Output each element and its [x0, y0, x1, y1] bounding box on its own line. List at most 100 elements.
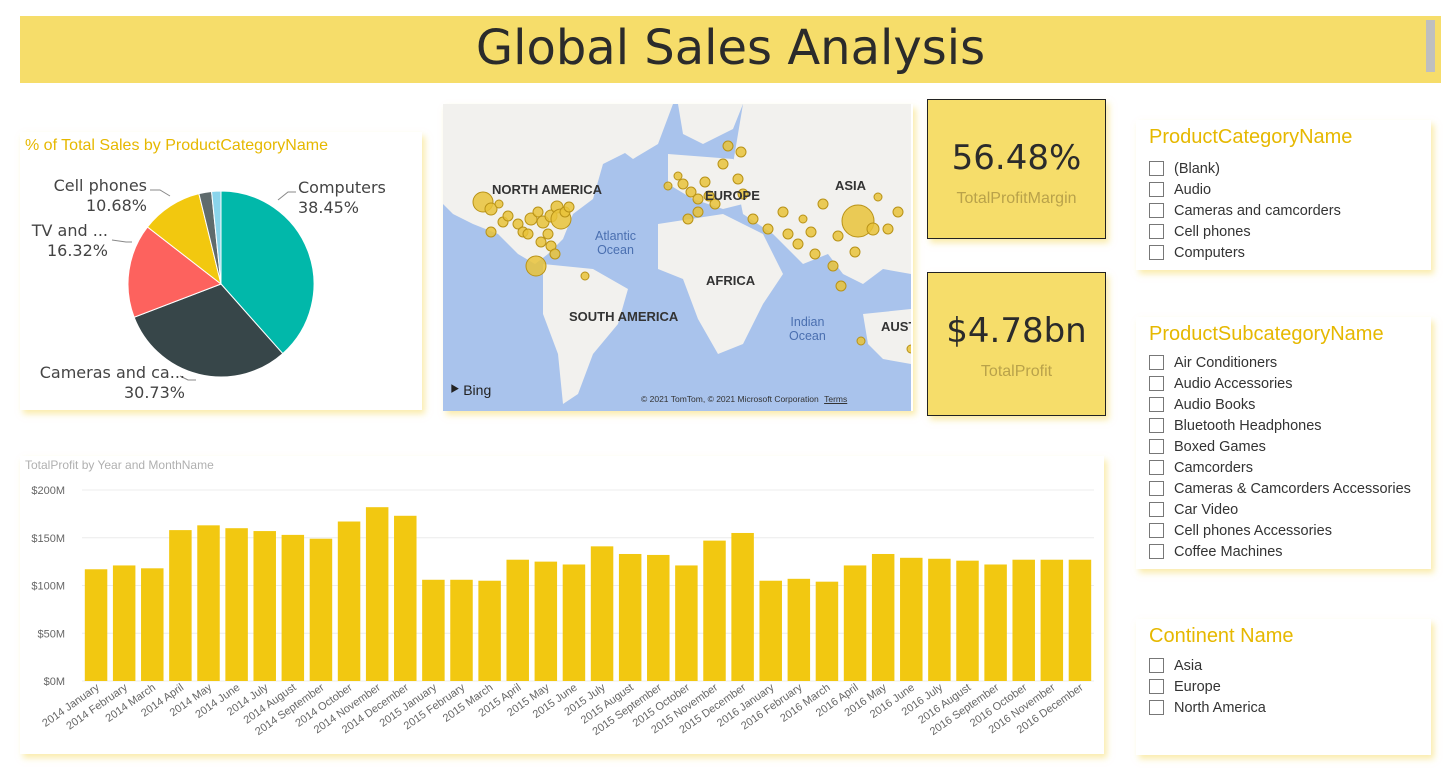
- bar[interactable]: [450, 579, 473, 681]
- slicer-option-label: Cell phones: [1174, 223, 1251, 240]
- pie-label-name: Cell phones: [53, 176, 147, 195]
- slicer-option[interactable]: Asia: [1149, 655, 1426, 676]
- bar[interactable]: [562, 564, 586, 681]
- pie-label-tv: TV and ... 16.32%: [20, 221, 108, 261]
- map-label-north-america: NORTH AMERICA: [492, 182, 603, 197]
- checkbox-icon[interactable]: [1149, 418, 1164, 433]
- checkbox-icon[interactable]: [1149, 460, 1164, 475]
- bar[interactable]: [703, 540, 726, 681]
- slicer-option-label: Audio Books: [1174, 396, 1256, 413]
- pie-slice[interactable]: [220, 190, 315, 355]
- slicer-option[interactable]: Cameras and camcorders: [1149, 200, 1426, 221]
- bar[interactable]: [253, 531, 276, 681]
- slicer-option[interactable]: Computers: [1149, 242, 1426, 263]
- kpi-profit-margin-label: TotalProfitMargin: [956, 190, 1077, 207]
- checkbox-icon[interactable]: [1149, 376, 1164, 391]
- map-copyright: © 2021 TomTom, © 2021 Microsoft Corporat…: [641, 394, 847, 404]
- y-tick-label: $0M: [44, 676, 65, 688]
- slicer-product-category: ProductCategoryName (Blank) Audio Camera…: [1136, 120, 1431, 270]
- bar[interactable]: [141, 568, 164, 681]
- bar[interactable]: [197, 525, 220, 681]
- bar[interactable]: [731, 532, 754, 681]
- bar[interactable]: [1040, 559, 1064, 681]
- checkbox-icon[interactable]: [1149, 161, 1164, 176]
- bar[interactable]: [871, 553, 895, 681]
- bar[interactable]: [675, 565, 698, 681]
- slicer-option[interactable]: Audio: [1149, 179, 1426, 200]
- slicer-option[interactable]: Audio Books: [1149, 394, 1426, 415]
- bar[interactable]: [422, 579, 445, 681]
- checkbox-icon[interactable]: [1149, 245, 1164, 260]
- slicer-option[interactable]: Bluetooth Headphones: [1149, 415, 1426, 436]
- checkbox-icon[interactable]: [1149, 182, 1164, 197]
- slicer-option[interactable]: Cell phones Accessories: [1149, 520, 1426, 541]
- map-card[interactable]: NORTH AMERICA EUROPE ASIA AFRICA SOUTH A…: [443, 104, 913, 411]
- slicer-option[interactable]: Car Video: [1149, 499, 1426, 520]
- checkbox-icon[interactable]: [1149, 658, 1164, 673]
- slicer-product-subcategory: ProductSubcategoryName Air Conditioners …: [1136, 317, 1431, 569]
- bar[interactable]: [1068, 559, 1092, 681]
- bar[interactable]: [337, 521, 361, 681]
- bar[interactable]: [169, 530, 192, 681]
- bar-chart-card: TotalProfit by Year and MonthName $0M $50…: [20, 456, 1104, 754]
- bar[interactable]: [534, 561, 558, 681]
- pie-slice[interactable]: [133, 283, 284, 378]
- slicer-option[interactable]: Camcorders: [1149, 457, 1426, 478]
- slicer-option[interactable]: Cell phones: [1149, 221, 1426, 242]
- slicer-option[interactable]: Europe: [1149, 676, 1426, 697]
- bar[interactable]: [281, 534, 305, 681]
- kpi-profit-margin-value: 56.48%: [951, 138, 1082, 178]
- slicer-option-label: Air Conditioners: [1174, 354, 1278, 371]
- checkbox-icon[interactable]: [1149, 481, 1164, 496]
- bar[interactable]: [815, 581, 839, 681]
- bar[interactable]: [843, 565, 867, 681]
- checkbox-icon[interactable]: [1149, 355, 1164, 370]
- bar[interactable]: [984, 564, 1007, 681]
- slicer-option[interactable]: Coffee Machines: [1149, 541, 1426, 562]
- bar[interactable]: [956, 560, 979, 681]
- pie-slice[interactable]: [127, 226, 223, 318]
- bing-brand-text: Bing: [463, 381, 492, 398]
- bar[interactable]: [506, 559, 529, 681]
- slicer-option-label: Cameras & Camcorders Accessories: [1174, 480, 1411, 497]
- bar[interactable]: [365, 507, 389, 681]
- bar[interactable]: [394, 515, 417, 681]
- checkbox-icon[interactable]: [1149, 502, 1164, 517]
- slicer-option[interactable]: North America: [1149, 697, 1426, 718]
- slicer-option[interactable]: (Blank): [1149, 158, 1426, 179]
- checkbox-icon[interactable]: [1149, 523, 1164, 538]
- bar[interactable]: [759, 580, 782, 681]
- bar[interactable]: [900, 557, 923, 681]
- pie-slice[interactable]: [211, 190, 222, 285]
- y-tick-label: $150M: [31, 533, 65, 545]
- bar[interactable]: [309, 538, 333, 681]
- bar[interactable]: [787, 578, 811, 681]
- bar[interactable]: [618, 553, 642, 681]
- checkbox-icon[interactable]: [1149, 544, 1164, 559]
- bar[interactable]: [478, 580, 501, 681]
- checkbox-icon[interactable]: [1149, 203, 1164, 218]
- checkbox-icon[interactable]: [1149, 224, 1164, 239]
- bar[interactable]: [1012, 559, 1035, 681]
- slicer-option[interactable]: Air Conditioners: [1149, 352, 1426, 373]
- bar[interactable]: [928, 558, 951, 681]
- map-terms-link[interactable]: Terms: [824, 394, 848, 404]
- slicer-option[interactable]: Cameras & Camcorders Accessories: [1149, 478, 1426, 499]
- page-scrollbar[interactable]: [1426, 20, 1435, 72]
- bar[interactable]: [225, 528, 248, 681]
- checkbox-icon[interactable]: [1149, 439, 1164, 454]
- bar[interactable]: [647, 554, 670, 681]
- slicer-option[interactable]: Audio Accessories: [1149, 373, 1426, 394]
- pie-label-cellphones: Cell phones 10.68%: [30, 176, 147, 216]
- checkbox-icon[interactable]: [1149, 700, 1164, 715]
- map-canvas[interactable]: NORTH AMERICA EUROPE ASIA AFRICA SOUTH A…: [443, 104, 911, 411]
- checkbox-icon[interactable]: [1149, 397, 1164, 412]
- checkbox-icon[interactable]: [1149, 679, 1164, 694]
- bar[interactable]: [112, 565, 136, 681]
- bar[interactable]: [590, 546, 614, 681]
- pie-chart[interactable]: [20, 132, 422, 410]
- slicer-option[interactable]: Boxed Games: [1149, 436, 1426, 457]
- bar[interactable]: [84, 569, 108, 681]
- pie-label-name: Cameras and ca...: [39, 363, 185, 382]
